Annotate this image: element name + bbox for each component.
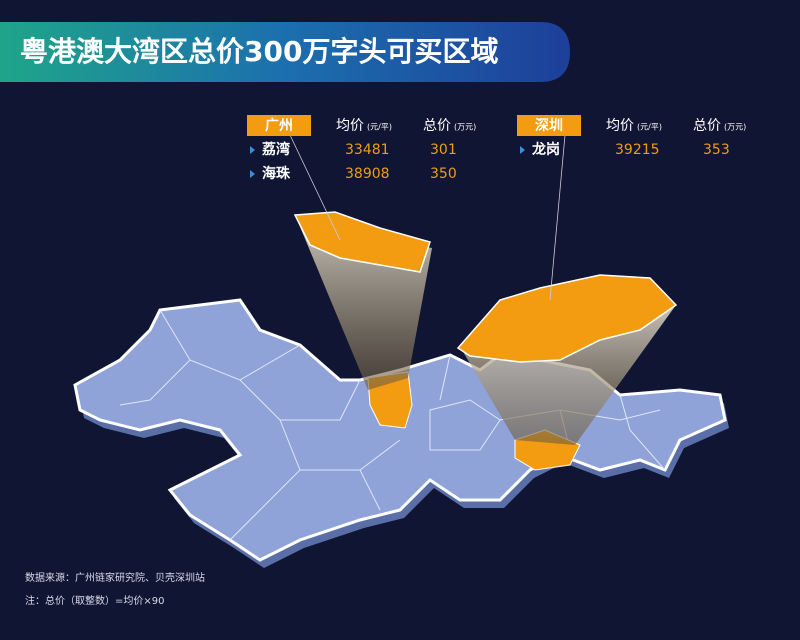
avg-price: 38908 [345,166,390,182]
header-unit: (元/平) [637,123,662,132]
total-price: 353 [703,142,730,158]
city: 深圳 [535,117,563,134]
avg-price: 33481 [345,142,390,158]
total-price: 301 [430,142,457,158]
district: 龙岗 [531,141,560,158]
title: 粤港澳大湾区总价300万字头可买区域 [20,35,498,68]
map [73,134,729,568]
header: 总价 [693,118,721,134]
source-note: 数据来源：广州链家研究院、贝壳深圳站 [25,571,205,584]
city: 广州 [265,117,293,134]
district: 海珠 [262,165,291,182]
city-badge [247,115,311,136]
header-unit: (万元) [724,123,746,132]
guangzhou-table: 广州 均价 (元/平) 总价 (万元) 荔湾 33481 301 海珠 3890… [247,115,476,182]
header-unit: (元/平) [367,123,392,132]
city-badge [517,115,581,136]
header-unit: (万元) [454,123,476,132]
formula-note: 注：总价（取整数）=均价×90 [25,594,164,607]
header: 均价 [336,118,364,134]
header: 均价 [606,118,634,134]
district: 荔湾 [261,141,290,158]
shenzhen-table: 深圳 均价 (元/平) 总价 (万元) 龙岗 39215 353 [517,115,746,158]
header: 总价 [423,118,451,134]
total-price: 350 [430,166,457,182]
title-banner [0,22,570,82]
avg-price: 39215 [615,142,660,158]
